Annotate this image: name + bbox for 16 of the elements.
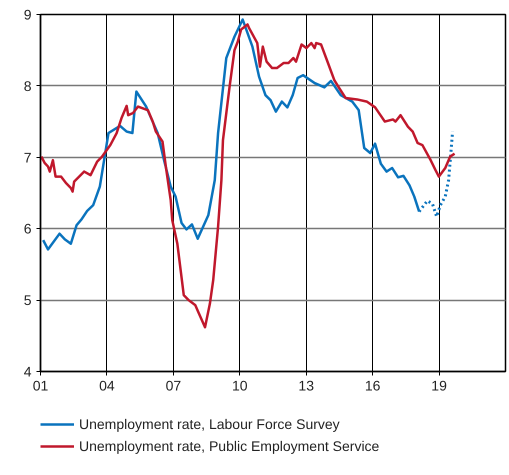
x-tick-label: 04 <box>99 378 115 394</box>
y-tick-label: 8 <box>24 78 32 94</box>
x-tick-label: 19 <box>431 378 448 394</box>
x-tick-label: 13 <box>298 378 314 394</box>
y-tick-label: 9 <box>24 6 32 22</box>
y-tick-label: 7 <box>24 149 32 166</box>
x-tick-label: 10 <box>232 378 248 394</box>
x-tick-label: 01 <box>32 378 48 394</box>
x-tick-label: 07 <box>166 378 182 394</box>
y-tick-label: 5 <box>24 292 32 308</box>
legend-label: Unemployment rate, Labour Force Survey <box>79 416 340 432</box>
x-tick-label: 16 <box>364 378 381 394</box>
legend-label: Unemployment rate, Public Employment Service <box>79 438 380 454</box>
y-tick-label: 6 <box>24 220 32 237</box>
line-series <box>40 23 456 328</box>
y-tick-label: 4 <box>24 364 32 380</box>
